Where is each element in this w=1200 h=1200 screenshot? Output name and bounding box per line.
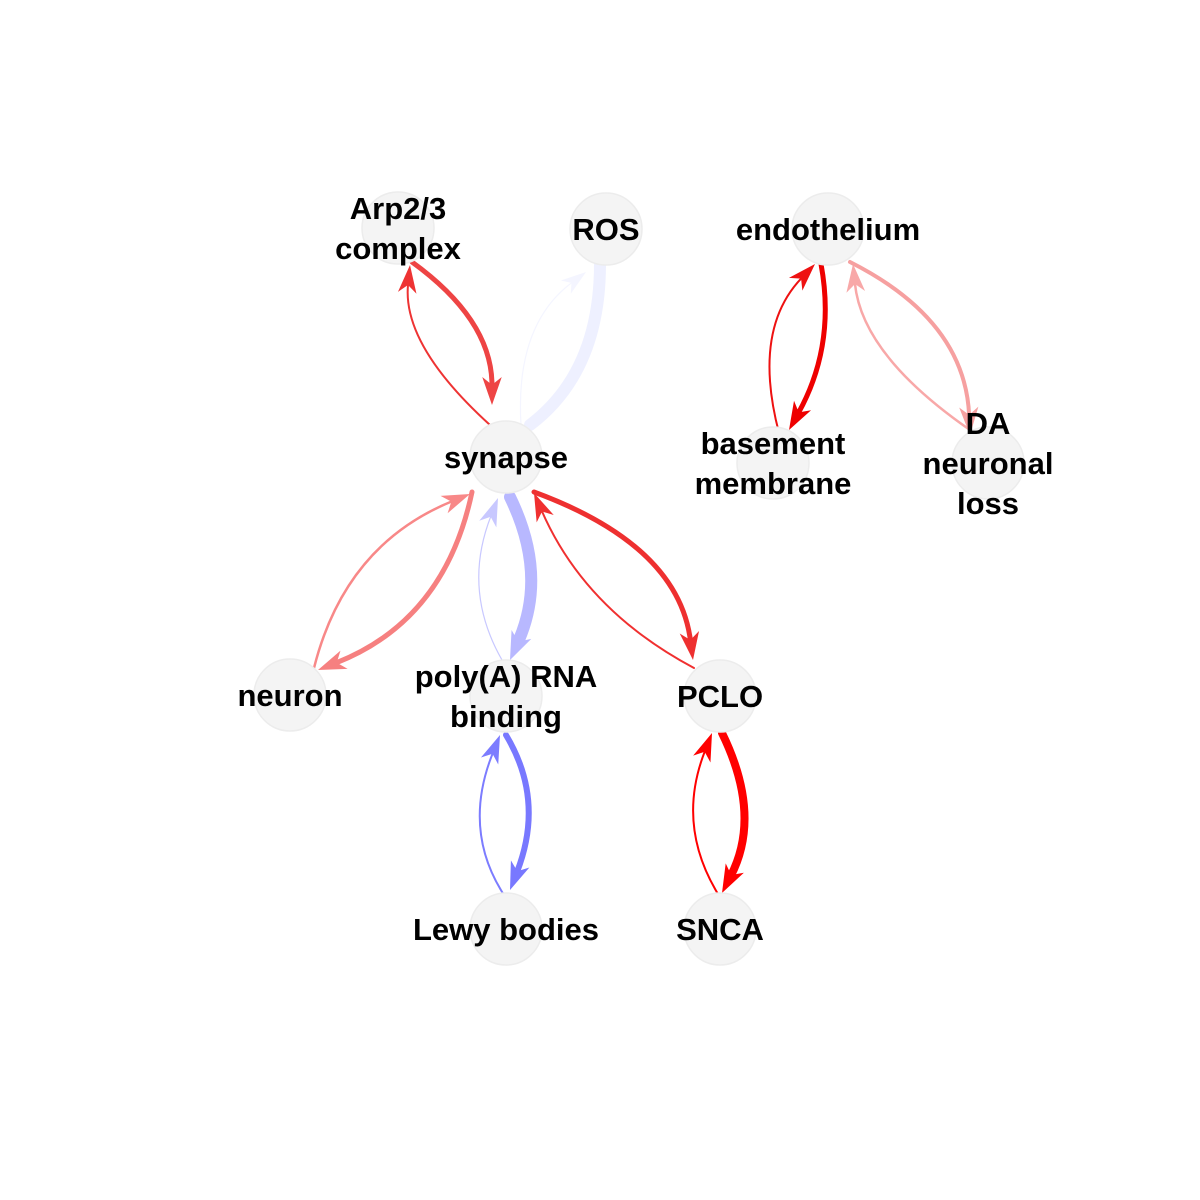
edge-syn-poly (504, 491, 538, 660)
node-label-lewy: Lewy bodies (413, 912, 599, 947)
edge-line-da-endo (853, 282, 972, 432)
edge-poly-lewy (503, 732, 532, 890)
node-poly: poly(A) RNA binding (415, 659, 598, 734)
edge-line-syn-arp (406, 283, 491, 426)
node-circle-da (951, 426, 1025, 500)
node-circle-snca (683, 892, 757, 966)
edge-line-snca-pclo (692, 750, 719, 895)
arrowhead-da-endo (846, 264, 866, 293)
node-label-arp: Arp2/3 (350, 191, 446, 226)
edge-line-pclo-snca (718, 729, 749, 880)
node-lewy: Lewy bodies (413, 892, 599, 966)
edge-syn-neu (318, 489, 475, 670)
edge-line-endo-da (848, 260, 972, 418)
edges-layer (312, 258, 979, 896)
node-label-da: DA (966, 406, 1011, 441)
edge-pclo-syn (534, 493, 695, 669)
nodes-layer: Arp2/3 complex ROS endothelium synapse baseme… (237, 191, 1054, 966)
edge-line-arp-syn (409, 259, 495, 388)
node-circle-endo (791, 192, 865, 266)
arrowhead-syn-poly (510, 630, 532, 660)
arrowhead-bm-endo (788, 264, 815, 291)
arrowhead-syn-neu (318, 650, 348, 670)
node-circle-bm (736, 426, 810, 500)
edge-line-syn-neu (333, 489, 475, 666)
arrowhead-pclo-snca (722, 863, 744, 893)
edge-line-pclo-syn (540, 509, 695, 669)
node-circle-lewy (469, 892, 543, 966)
edge-syn-arp (397, 265, 491, 426)
node-label-neu: neuron (237, 678, 342, 713)
node-label-poly: binding (450, 699, 562, 734)
node-pclo: PCLO (677, 659, 763, 733)
edge-endo-bm (789, 261, 828, 430)
node-label-syn: synapse (444, 440, 568, 475)
node-label-poly: poly(A) RNA (415, 659, 598, 694)
edge-da-endo (846, 264, 972, 432)
edge-syn-pclo (531, 489, 700, 660)
arrowhead-syn-arp (397, 265, 417, 294)
edge-endo-da (848, 260, 979, 435)
edge-line-syn-ros-thin (519, 281, 573, 426)
node-label-snca: SNCA (676, 912, 764, 947)
node-ros: ROS (569, 192, 643, 266)
node-label-arp: complex (335, 231, 462, 266)
edge-line-poly-syn (478, 515, 503, 661)
arrowhead-lewy-poly (480, 735, 500, 765)
node-arp: Arp2/3 complex (335, 191, 462, 266)
arrowhead-syn-pclo (679, 630, 700, 660)
edge-arp-syn (409, 259, 502, 405)
node-label-bm: basement (701, 426, 846, 461)
edge-line-lewy-poly (478, 752, 505, 896)
arrowhead-snca-pclo (693, 733, 712, 763)
arrowhead-poly-syn (479, 498, 498, 528)
node-snca: SNCA (676, 892, 764, 966)
edge-line-syn-poly (504, 491, 538, 649)
node-label-bm: membrane (695, 466, 852, 501)
edge-line-syn-pclo (531, 489, 693, 644)
node-label-da: neuronal (923, 446, 1054, 481)
node-label-endo: endothelium (736, 212, 920, 247)
edge-neu-syn (312, 494, 470, 670)
node-bm: basement membrane (695, 426, 852, 501)
arrowhead-neu-syn (440, 494, 470, 514)
edge-line-poly-lewy (503, 732, 532, 875)
node-circle-syn (469, 420, 543, 494)
arrowhead-pclo-syn (534, 493, 554, 523)
edge-snca-pclo (692, 733, 719, 895)
node-endo: endothelium (736, 192, 920, 266)
node-circle-neu (253, 658, 327, 732)
edge-syn-ros-thin (519, 272, 586, 426)
arrowhead-endo-bm (789, 400, 812, 430)
node-label-da: loss (957, 486, 1019, 521)
edge-poly-syn (478, 498, 503, 661)
edge-line-ros-syn (524, 258, 606, 431)
edge-line-endo-bm (795, 261, 828, 416)
arrowhead-endo-da (959, 406, 979, 435)
node-da: DA neuronal loss (923, 406, 1054, 521)
arrowhead-arp-syn (482, 377, 502, 405)
node-circle-arp (361, 191, 435, 265)
node-label-pclo: PCLO (677, 679, 763, 714)
edge-line-neu-syn (312, 500, 454, 670)
node-label-ros: ROS (572, 212, 639, 247)
edge-line-bm-endo (768, 277, 803, 434)
node-circle-poly (469, 659, 543, 733)
arrowhead-syn-ros-thin (560, 272, 586, 294)
edge-lewy-poly (478, 735, 505, 896)
edge-ros-syn (524, 258, 606, 431)
node-circle-pclo (683, 659, 757, 733)
edge-pclo-snca (718, 729, 749, 893)
arrowhead-poly-lewy (510, 860, 530, 890)
edge-bm-endo (768, 264, 815, 434)
node-syn: synapse (444, 420, 568, 494)
node-neu: neuron (237, 658, 343, 732)
node-circle-ros (569, 192, 643, 266)
